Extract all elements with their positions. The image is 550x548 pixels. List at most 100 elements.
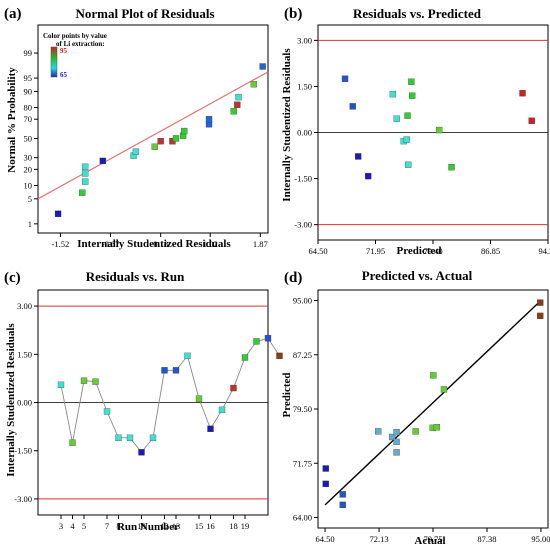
panel-a-point (205, 116, 213, 123)
panel-a-ytick-label: 50 (24, 133, 33, 143)
panel-a-point (235, 93, 242, 101)
panel-b-xtick-label: 79.40 (423, 246, 442, 256)
panel-b-point (519, 90, 526, 97)
panel-d-point (339, 491, 346, 498)
panel-c-ytick-label: -1.50 (14, 446, 32, 456)
panel-c-point (149, 434, 157, 442)
panel-c-xtick-label: 10 (137, 521, 146, 531)
panel-d-point (433, 424, 441, 431)
panel-a-ytick-label: 20 (24, 164, 33, 174)
panel-c-point (264, 335, 272, 342)
panel-d-point (393, 438, 400, 446)
panel-c-point (241, 354, 249, 361)
panel-c-ytick-label: 3.00 (17, 301, 32, 311)
panel-d-plot: 64.50 72.13 79.75 87.38 95.00 64.00 71.75 79.50… (293, 289, 550, 544)
panel-a-ytick-label: 95 (24, 73, 33, 83)
panel-c-run-line (60, 337, 280, 454)
panel-a-point (151, 143, 158, 150)
panel-b-xtick-label: 64.50 (308, 246, 327, 256)
panel-d-xlabel: Actual (414, 535, 445, 547)
panel-d-ylabel: Predicted (281, 372, 293, 417)
panel-c-xtick-label: 16 (206, 521, 215, 531)
panel-c-tag: (c) (4, 270, 21, 286)
panel-c-ytick-label: 0.00 (17, 398, 32, 408)
panel-b-tag: (b) (284, 6, 302, 22)
panel-c-point (184, 352, 191, 360)
panel-d-point (440, 386, 448, 393)
panel-c-xtick-label: 4 (70, 521, 75, 531)
panel-c-point (253, 338, 260, 345)
panel-a-xtick-label: -0.67 (102, 239, 120, 249)
panel-c-point (276, 352, 283, 360)
panel-c-xtick-label: 5 (82, 521, 86, 531)
panel-c-point (115, 434, 122, 442)
panel-c-point (92, 378, 99, 385)
panel-c-xtick-label: 15 (195, 521, 204, 531)
panel-c-xtick-label: 8 (116, 521, 120, 531)
panel-b-ytick-label: 3.00 (297, 35, 312, 45)
panel-a-point (172, 135, 180, 142)
panel-d-ytick-label: 95.00 (293, 296, 312, 306)
panel-a-ytick-label: 1 (28, 219, 32, 229)
legend-colorbar (50, 46, 58, 78)
panel-b-point (436, 126, 443, 134)
panel-c-point (172, 367, 180, 374)
panel-d-point (430, 372, 437, 379)
panel-d-point (339, 501, 346, 509)
panel-a-xtick-label: -1.52 (52, 239, 70, 249)
panel-a-point (230, 108, 237, 115)
panel-a-xtick-label: 0.18 (153, 239, 168, 249)
panel-d-point (389, 433, 396, 441)
panel-b-point (403, 136, 410, 143)
panel-a-point (82, 163, 89, 170)
panel-c-ytick-label: 1.50 (17, 349, 32, 359)
panel-d-xtick-label: 64.50 (316, 534, 335, 544)
panel-c-point (57, 381, 65, 388)
panel-c-xlabel: Run Number (117, 521, 179, 533)
panel-a-fit-line (37, 71, 269, 200)
panel-b-xtick-label: 71.95 (366, 246, 385, 256)
panel-a-point (234, 101, 241, 108)
panel-b-point (389, 90, 397, 98)
panel-b-point (405, 161, 412, 168)
panel-a-title: Normal Plot of Residuals (75, 6, 214, 21)
panel-b-xlabel: Predicted (396, 245, 441, 257)
panel-c-xtick-label: 13 (172, 521, 181, 531)
panel-b-plot: 64.50 71.95 79.40 86.85 94.30 -3.00 -1.50 0.00 1… (294, 24, 550, 256)
panel-c-point (230, 384, 237, 392)
panel-b-ylabel: Internally Studentized Residuals (281, 48, 293, 202)
panel-d-ytick-label: 87.25 (293, 350, 312, 360)
panel-d-tag: (d) (284, 270, 302, 286)
panel-b-point (365, 172, 372, 180)
panel-a-tag: (a) (4, 6, 22, 22)
panel-c-point (195, 395, 203, 402)
panel-a-point (82, 178, 89, 185)
panel-c-point (207, 425, 214, 433)
panel-c-point (69, 439, 76, 446)
panel-c-xtick-label: 18 (229, 521, 238, 531)
panel-d: (d) Predicted vs. Actual Predicted Actua… (281, 268, 473, 547)
panel-b-ytick-label: -1.50 (294, 174, 312, 184)
panel-a-frame (37, 24, 269, 234)
panel-b-ytick-label: -3.00 (294, 220, 312, 230)
panel-c-xtick-label: 12 (160, 521, 169, 531)
panel-b-point (448, 164, 455, 171)
panel-b-point (349, 103, 356, 110)
panel-a-ytick-label: 30 (24, 153, 33, 163)
panel-a-xtick-label: 1.87 (253, 239, 268, 249)
panel-b-point (409, 92, 416, 99)
legend-max-label: 95 (60, 47, 68, 55)
panel-c-point (218, 406, 226, 414)
panel-d-xtick-label: 87.38 (477, 534, 496, 544)
panel-b-point (528, 117, 535, 124)
panel-a-ytick-label: 10 (24, 180, 33, 190)
panel-d-point (412, 428, 419, 435)
panel-a-ytick-label: 80 (24, 103, 33, 113)
panel-a-point (157, 138, 164, 145)
panel-d-point (393, 449, 400, 456)
panel-c-point (126, 434, 134, 442)
panel-c-ytick-label: -3.00 (14, 494, 32, 504)
panel-a-point (259, 63, 266, 70)
